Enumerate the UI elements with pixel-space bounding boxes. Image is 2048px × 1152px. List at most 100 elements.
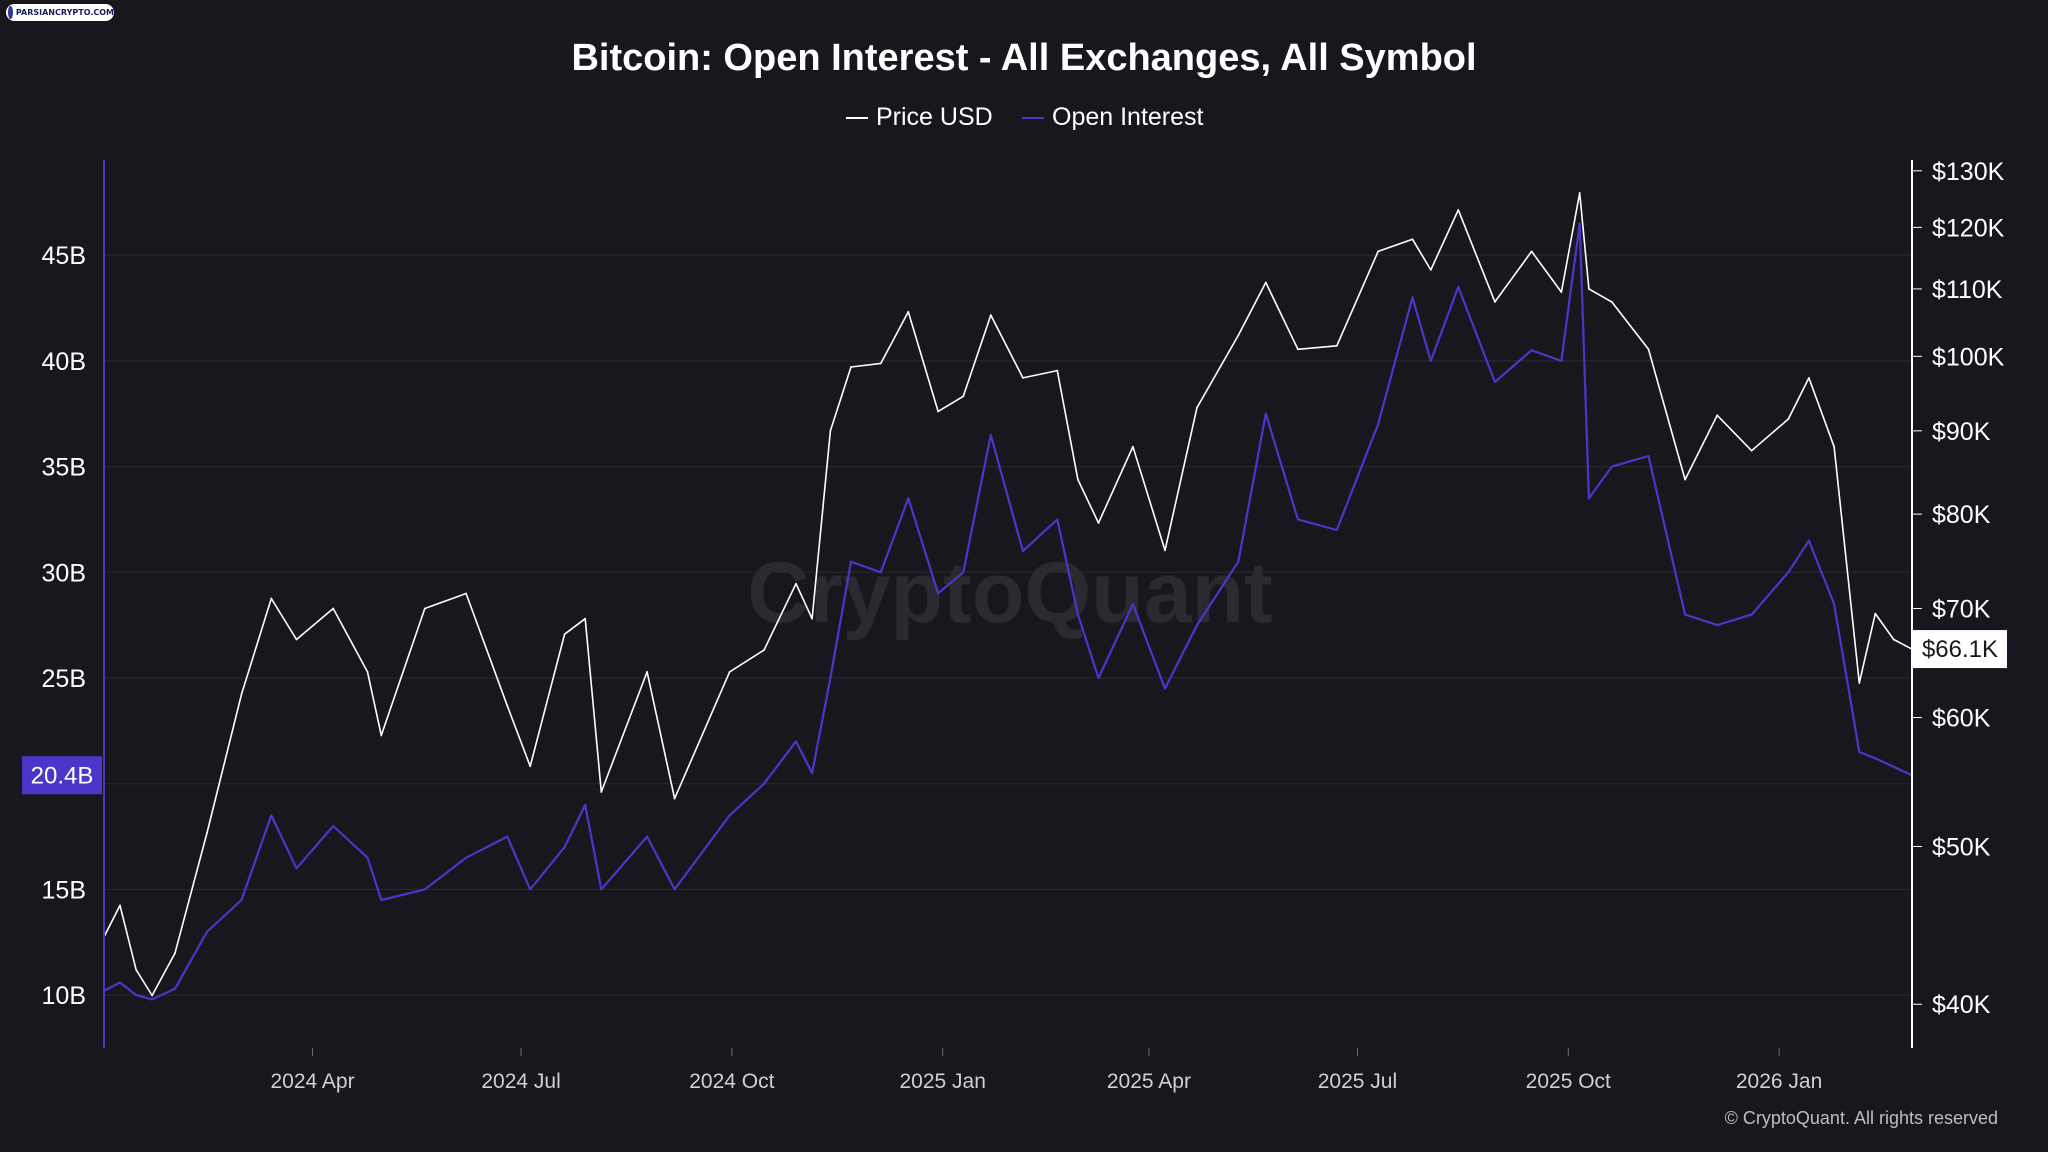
price-usd-line-point — [1021, 376, 1024, 379]
right-current-value-badge: $66.1K — [1913, 630, 2007, 669]
price-usd-line-point — [989, 314, 992, 317]
price-usd-line-point — [811, 617, 813, 620]
left-tick-label: 35B — [42, 454, 86, 482]
open-interest-line-point — [1076, 613, 1079, 616]
price-usd-line-point — [1296, 348, 1299, 351]
price-usd-line-point — [1560, 291, 1563, 294]
price-usd-line-point — [1647, 348, 1650, 351]
left-tick-label: 25B — [42, 665, 86, 693]
parsiancrypto-logo-icon — [8, 6, 13, 19]
open-interest-line-point — [563, 846, 566, 849]
open-interest-line-point — [907, 497, 910, 500]
price-usd-line-point — [506, 704, 509, 707]
price-usd-line-point — [1892, 638, 1895, 641]
open-interest-line-point — [811, 772, 813, 775]
open-interest-line-point — [1196, 624, 1198, 627]
price-usd-line-point — [529, 765, 532, 768]
price-usd-line-point — [907, 310, 910, 313]
price-usd-line-point — [270, 597, 273, 600]
price-usd-line-point — [1494, 300, 1496, 303]
price-usd-line-point — [1610, 300, 1613, 303]
open-interest-line-point — [1296, 518, 1299, 521]
open-interest-line-point — [1647, 455, 1650, 457]
open-interest-line-point — [1610, 465, 1613, 468]
price-usd-line-point — [465, 592, 467, 595]
price-usd-line-point — [1237, 334, 1240, 337]
open-interest-line-point — [795, 740, 797, 743]
price-usd-line-point — [728, 670, 731, 673]
open-interest-line-point — [1684, 613, 1687, 616]
open-interest-line-point — [1335, 529, 1338, 531]
price-usd-line-point — [1429, 268, 1432, 271]
open-interest-line-point — [240, 899, 243, 901]
left-tick-label: 40B — [42, 348, 86, 376]
open-interest-line-point — [850, 560, 852, 563]
right-tick-label: $100K — [1932, 343, 2005, 371]
left-axis-ticks: 10B15B20B25B30B35B40B45B — [42, 242, 86, 1010]
chart-title: Bitcoin: Open Interest - All Exchanges, … — [571, 37, 1476, 79]
price-usd-line-point — [206, 831, 209, 834]
open-interest-line-point — [1164, 687, 1166, 690]
price-usd-line-point — [174, 952, 176, 955]
x-tick-label: 2025 Oct — [1526, 1070, 1611, 1093]
price-usd-line-point — [1377, 250, 1379, 253]
price-usd-line-point — [673, 797, 676, 800]
price-usd-line-point — [1335, 344, 1338, 347]
open-interest-line-point — [1429, 359, 1432, 362]
left-tick-label: 30B — [42, 559, 86, 587]
price-usd-line-point — [795, 582, 797, 585]
open-interest-line-point — [366, 856, 369, 859]
right-tick-label: $60K — [1932, 705, 1991, 733]
right-tick-label: $90K — [1932, 418, 1991, 446]
open-interest-line-point — [673, 888, 676, 891]
price-usd-line-point — [1164, 549, 1166, 552]
open-interest-line-point — [829, 677, 832, 679]
x-tick-label: 2025 Jul — [1318, 1070, 1397, 1093]
price-usd-line-point — [1457, 209, 1460, 211]
legend-oi-label: Open Interest — [1052, 103, 1204, 131]
open-interest-line-point — [206, 930, 209, 933]
price-usd-line-point — [937, 410, 940, 413]
series-layer — [103, 191, 1913, 1001]
left-current-value-badge: 20.4B — [22, 756, 102, 795]
right-axis-ticks: $40K $50K $60K $70K $80K $90K $100K $110K $120K $… — [1912, 158, 2005, 1019]
price-usd-line-point — [646, 670, 648, 673]
open-interest-line-point — [151, 998, 154, 1001]
open-interest-line-point — [1056, 518, 1059, 521]
open-interest-line-point — [1874, 757, 1877, 760]
open-interest-line-point — [1097, 677, 1100, 679]
open-interest-line-point — [1131, 603, 1134, 605]
right-current-value-label: $66.1K — [1922, 636, 1998, 663]
open-interest-line-point — [1807, 539, 1810, 542]
price-usd-line-point — [563, 633, 566, 636]
price-usd-line-point — [366, 670, 369, 673]
price-usd-line-point — [1076, 478, 1079, 481]
open-interest-line-point — [135, 994, 137, 997]
price-usd-line-point — [423, 607, 426, 610]
left-tick-label: 10B — [42, 982, 86, 1010]
price-usd-line-point — [879, 362, 882, 365]
open-interest-line-point — [332, 825, 335, 827]
open-interest-line-point — [1892, 765, 1895, 768]
open-interest-line-point — [646, 835, 648, 838]
open-interest-line-point — [728, 814, 731, 817]
open-interest-line-point — [423, 888, 426, 891]
price-usd-line-point — [1807, 376, 1810, 379]
legend-price-label: Price USD — [876, 103, 993, 131]
left-current-value-box — [22, 756, 102, 795]
open-interest-line-point — [529, 888, 532, 891]
price-usd-line-point — [1833, 445, 1835, 448]
left-tick-label: 15B — [42, 876, 86, 904]
price-usd-line-point — [962, 395, 965, 398]
open-interest-line-point — [1833, 603, 1835, 605]
price-usd-line-point — [1097, 522, 1100, 524]
open-interest-line-point — [506, 835, 509, 838]
right-tick-label: $120K — [1932, 214, 2005, 242]
open-interest-line-point — [1264, 412, 1267, 415]
open-interest-line-point — [1716, 624, 1719, 627]
right-tick-label: $130K — [1932, 158, 2005, 186]
price-usd-line-point — [600, 791, 603, 793]
x-tick-label: 2025 Jan — [899, 1070, 985, 1093]
price-usd-line-point — [1874, 612, 1877, 615]
price-usd-line-point — [1264, 281, 1267, 284]
